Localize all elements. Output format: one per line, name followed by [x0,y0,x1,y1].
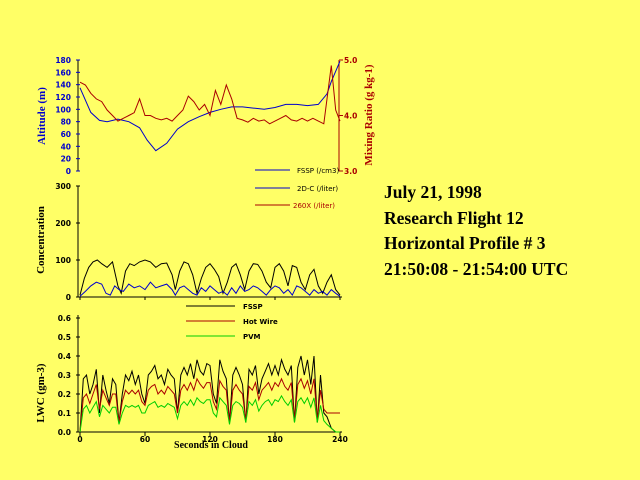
altitude-axis-label: Altitude (m) [36,87,48,145]
altitude-tick-label: 100 [55,105,71,114]
lwc-series [79,355,340,433]
legend-260x-label: 260X (/liter) [293,202,335,210]
series-line-blue [79,281,341,297]
lwc-tick-label: 0.3 [58,371,71,380]
x-tick-label: 120 [202,435,218,444]
legend-lwc-fssp-label: FSSP [243,303,263,311]
x-tick-label: 0 [77,435,82,444]
mixing-ratio-tick-label: 4.0 [344,112,357,121]
concentration-tick-label: 0 [66,293,71,302]
flight-info: July 21, 1998 Research Flight 12 Horizon… [384,180,568,282]
series-line-black [79,259,341,296]
concentration-tick-labels: 0 100 200 300 [55,182,341,302]
lwc-tick-labels: 0.0 0.1 0.2 0.3 0.4 0.5 0.6 [58,314,80,437]
x-tick-label: 180 [267,435,283,444]
altitude-tick-label: 60 [61,130,71,139]
legend-pvm-label: PVM [243,333,261,341]
altitude-tick-label: 160 [55,68,71,77]
altitude-tick-label: 0 [66,167,71,176]
lwc-tick-label: 0.5 [58,333,71,342]
concentration-axis-label: Concentration [35,206,47,274]
x-tick-label: 240 [332,435,348,444]
mixing-ratio-tick-label: 5.0 [344,56,357,65]
concentration-legend: FSSP (/cm3) 2D-C (/liter) 260X (/liter) [255,167,339,210]
series-line-red [79,65,341,125]
mixing-ratio-axis-label: Mixing Ratio (g kg-1) [363,64,375,165]
flight-number: Research Flight 12 [384,207,524,228]
legend-hotwire-label: Hot Wire [243,318,278,326]
x-tick-label: 60 [140,435,150,444]
concentration-tick-label: 100 [55,256,71,265]
x-axis-label: Seconds in Cloud [174,440,248,451]
altitude-tick-label: 120 [55,93,71,102]
concentration-panel: Concentration 0 100 200 300 [35,182,342,302]
legend-2dc-label: 2D-C (/liter) [297,185,338,193]
altitude-series [79,61,341,152]
altitude-panel: Altitude (m) Mixing Ratio (g kg-1) 0 20 40… [36,56,375,176]
concentration-series [79,259,341,297]
mixing-ratio-tick-labels: 3.0 4.0 5.0 [339,56,357,176]
x-tick-labels: 0 60 120 180 240 [77,432,348,444]
mixing-ratio-tick-label: 3.0 [344,167,357,176]
lwc-legend: FSSP Hot Wire PVM [186,303,278,341]
concentration-tick-label: 300 [55,182,71,191]
flight-date: July 21, 1998 [384,182,482,202]
series-line-green [79,394,340,433]
lwc-tick-label: 0.6 [58,314,71,323]
altitude-tick-label: 80 [61,118,71,127]
lwc-tick-label: 0.2 [58,390,71,399]
altitude-tick-label: 180 [55,56,71,65]
series-line-blue [79,61,341,152]
concentration-tick-label: 200 [55,219,71,228]
profile-number: Horizontal Profile # 3 [384,233,546,253]
time-range: 21:50:08 - 21:54:00 UTC [384,258,569,279]
lwc-panel: LWC (gm-3) Seconds in Cloud 0.0 0.1 0.2 0.3… [35,314,348,451]
altitude-tick-label: 20 [61,155,71,164]
lwc-tick-label: 0.1 [58,409,71,418]
lwc-axis-label: LWC (gm-3) [35,363,47,423]
lwc-tick-label: 0.0 [58,428,71,437]
legend-fssp-label: FSSP (/cm3) [297,167,339,175]
lwc-tick-label: 0.4 [58,352,71,361]
altitude-tick-labels: 0 20 40 60 80 100 120 140 160 180 [55,56,80,176]
altitude-tick-label: 140 [55,81,71,90]
series-line-red [79,377,340,433]
altitude-tick-label: 40 [61,142,71,151]
